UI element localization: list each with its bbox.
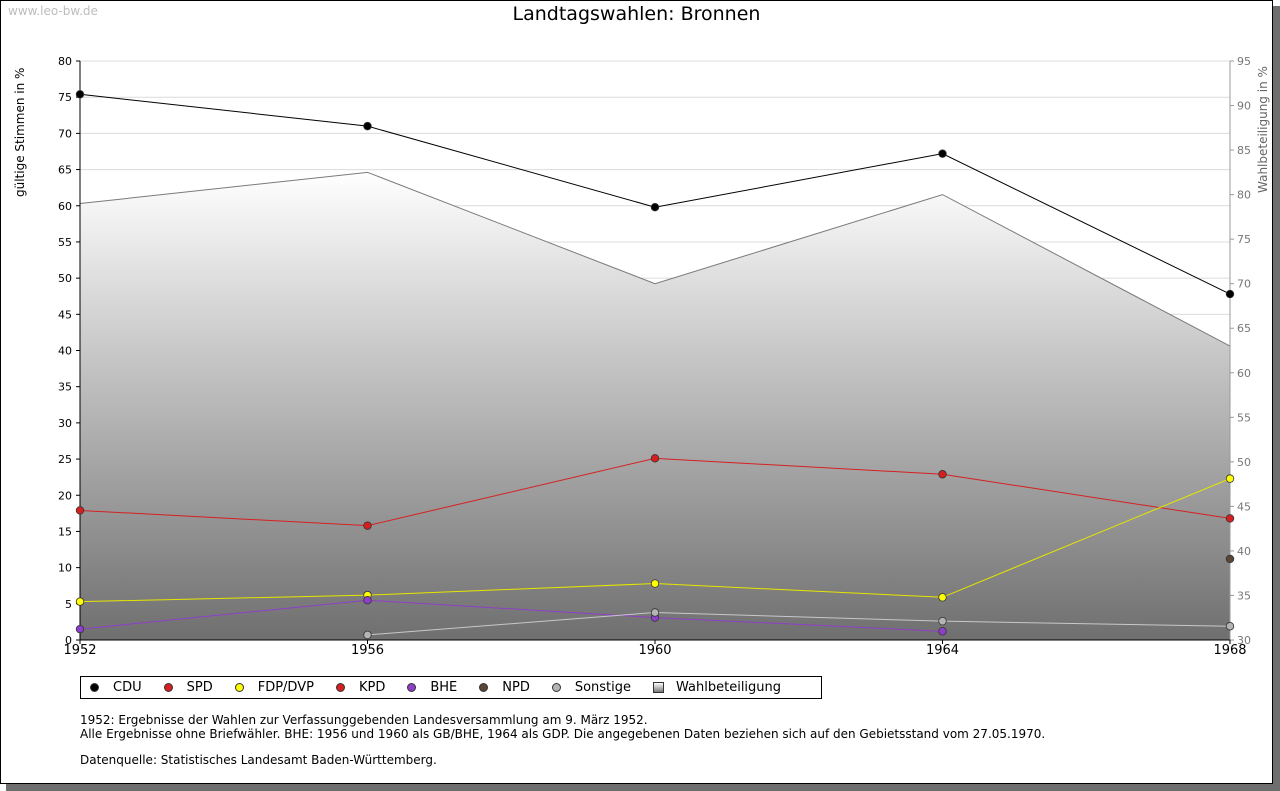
note-line-1: 1952: Ergebnisse der Wahlen zur Verfassu… (80, 713, 648, 727)
chart-legend: CDU SPD FDP/DVP KPD BHE NPD Sonstige Wahlbeteil… (80, 676, 822, 699)
legend-marker-kpd (335, 683, 345, 692)
y-left-tick-label: 60 (58, 200, 72, 213)
legend-item-kpd: KPD (335, 680, 386, 695)
legend-label-cdu: CDU (113, 680, 142, 695)
data-point-npd (1225, 554, 1235, 564)
data-point-bhe (938, 627, 947, 636)
legend-item-cdu: CDU (90, 680, 142, 695)
note-line-2: Alle Ergebnisse ohne Briefwähler. BHE: 1… (80, 727, 1046, 741)
series-line-sonstige (367, 611, 1231, 636)
legend-marker-bhe (407, 683, 417, 692)
data-point-fdp-dvp (650, 579, 660, 588)
legend-marker-spd (163, 683, 173, 692)
chart-title: Landtagswahlen: Bronnen (512, 3, 761, 25)
legend-label-fdp-dvp: FDP/DVP (257, 680, 314, 695)
y-right-tick-label: 70 (1237, 278, 1251, 291)
legend-item-sonstige: Sonstige (551, 680, 632, 695)
legend-label-bhe: BHE (430, 680, 458, 695)
data-point-cdu (1225, 289, 1235, 299)
legend-marker-wahlbeteiligung (653, 682, 665, 693)
data-point-spd (75, 506, 85, 515)
turnout-area (80, 172, 1230, 640)
data-point-fdp-dvp (1225, 474, 1235, 483)
data-point-spd (650, 454, 660, 463)
y-right-tick-label: 55 (1237, 411, 1251, 424)
x-tick-label: 1968 (1213, 643, 1246, 658)
legend-marker-cdu (90, 683, 99, 692)
data-point-sonstige (938, 616, 947, 626)
data-point-spd (363, 521, 372, 530)
chart-plot: 0 5 10 15 20 25 30 35 40 45 50 55 60 65 70 75 80 30 35 40 45… (58, 55, 1251, 658)
watermark: www.leo-bw.de (8, 4, 98, 18)
y-left-tick-label: 25 (58, 453, 72, 466)
y-left-tick-label: 30 (58, 417, 72, 430)
legend-item-npd: NPD (479, 680, 530, 695)
legend-label-spd: SPD (186, 680, 213, 695)
legend-label-wahlbeteiligung: Wahlbeteiligung (676, 680, 782, 695)
data-point-cdu (75, 90, 85, 99)
y-left-tick-label: 10 (58, 562, 72, 575)
y-left-tick-label: 80 (58, 55, 72, 68)
y-right-tick-label: 80 (1237, 189, 1251, 202)
data-point-cdu (650, 202, 660, 212)
data-point-cdu (938, 149, 947, 158)
y-left-tick-label: 45 (58, 308, 72, 321)
y-left-tick-label: 50 (58, 272, 72, 285)
legend-marker-npd (479, 683, 489, 692)
legend-item-bhe: BHE (407, 680, 457, 695)
data-point-bhe (75, 624, 85, 634)
legend-item-wahlbeteiligung: Wahlbeteiligung (653, 680, 781, 695)
x-tick-label: 1952 (63, 643, 96, 658)
y-right-tick-label: 65 (1237, 322, 1251, 335)
legend-marker-fdp-dvp (234, 683, 244, 692)
turnout-line (79, 171, 1231, 347)
frame-shadow-right (1273, 6, 1280, 791)
note-source: Datenquelle: Statistisches Landesamt Bad… (80, 753, 437, 767)
legend-item-fdp-dvp: FDP/DVP (234, 680, 314, 695)
y-left-tick-label: 0 (65, 634, 72, 647)
x-tick-label: 1960 (638, 643, 671, 658)
y-right-tick-label: 35 (1237, 589, 1251, 602)
y-right-tick-label: 90 (1237, 100, 1251, 113)
legend-label-sonstige: Sonstige (574, 680, 632, 695)
y-left-tick-label: 35 (58, 381, 72, 394)
y-left-tick-label: 75 (58, 91, 72, 104)
data-point-cdu (363, 121, 372, 131)
data-point-fdp-dvp (75, 597, 85, 606)
y-right-tick-label: 85 (1237, 144, 1251, 157)
legend-label-kpd: KPD (358, 680, 386, 695)
y-right-tick-label: 60 (1237, 367, 1251, 380)
x-tick-label: 1956 (351, 643, 384, 658)
data-point-sonstige (650, 608, 660, 617)
data-point-sonstige (363, 630, 372, 640)
y-left-tick-label: 40 (58, 345, 72, 358)
frame-shadow-bottom (6, 784, 1280, 791)
data-point-spd (938, 470, 947, 479)
y-left-tick-label: 55 (58, 236, 72, 249)
data-point-sonstige (1225, 622, 1235, 631)
y-left-tick-label: 5 (65, 598, 72, 611)
legend-marker-sonstige (551, 683, 561, 692)
y-left-tick-label: 20 (58, 489, 72, 502)
y-right-tick-label: 30 (1237, 634, 1251, 647)
y-right-tick-label: 45 (1237, 500, 1251, 513)
legend-item-spd: SPD (163, 680, 213, 695)
y-right-tick-label: 75 (1237, 233, 1251, 246)
y-right-tick-label: 50 (1237, 456, 1251, 469)
x-tick-label: 1964 (926, 643, 959, 658)
y-left-tick-label: 15 (58, 525, 72, 538)
y-right-tick-label: 95 (1237, 55, 1251, 68)
data-point-spd (1225, 514, 1235, 523)
y-left-tick-label: 70 (58, 127, 72, 140)
data-point-bhe (363, 595, 372, 605)
data-point-fdp-dvp (938, 593, 947, 602)
y-right-tick-label: 40 (1237, 545, 1251, 558)
legend-label-npd: NPD (502, 680, 530, 695)
series-line-bhe (79, 599, 943, 632)
y-left-tick-label: 65 (58, 164, 72, 177)
